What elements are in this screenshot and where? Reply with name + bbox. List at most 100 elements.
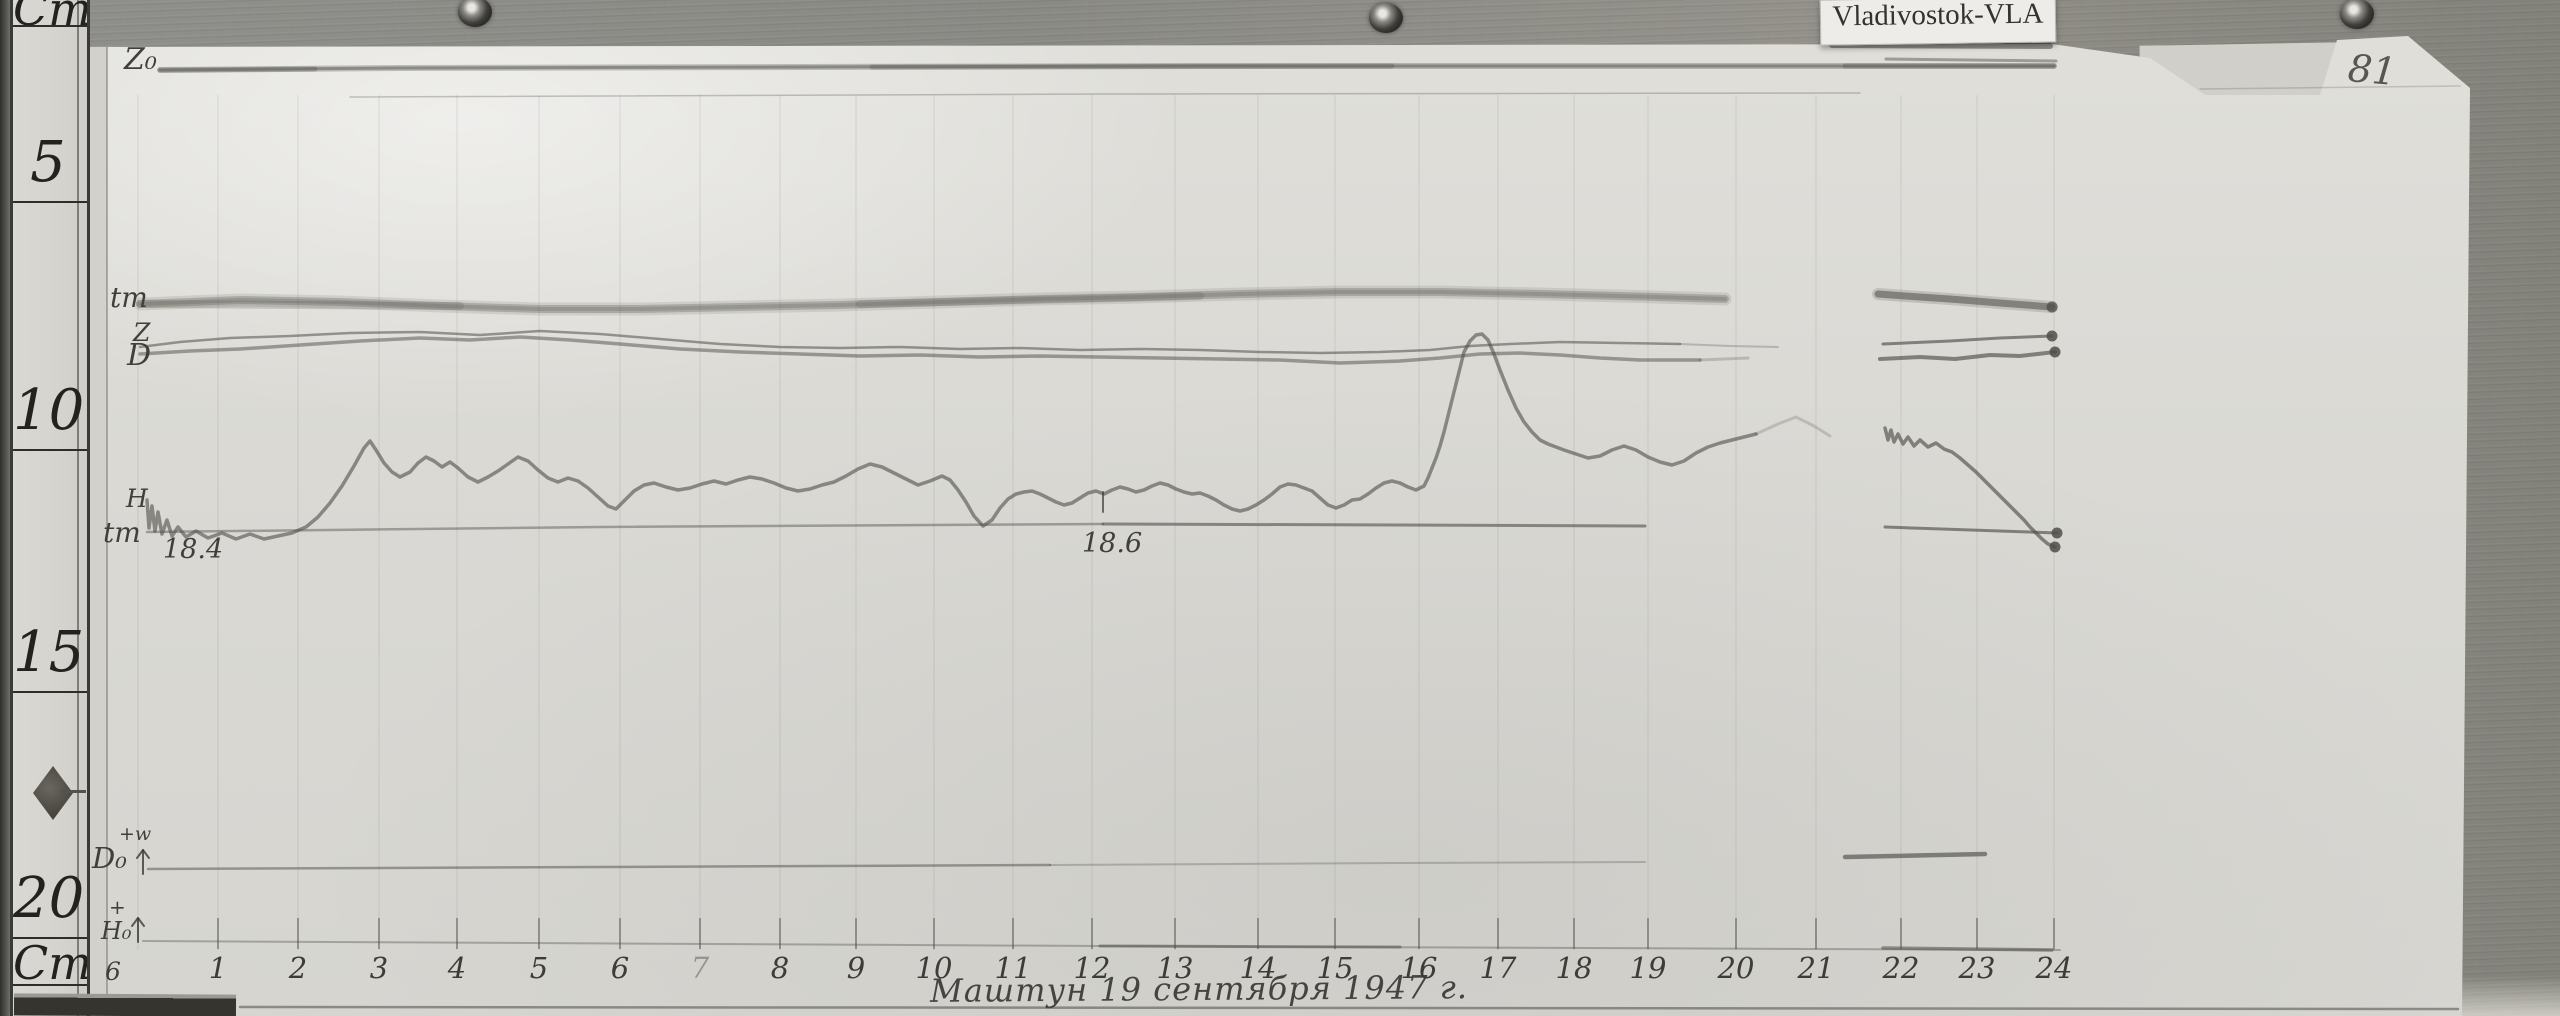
stroke-d-right	[1878, 350, 2057, 361]
stroke-end-blob	[2049, 541, 2061, 553]
ruler-number: 10	[13, 378, 85, 443]
trace-label-z: Z	[133, 318, 151, 347]
ruler-number: 15	[13, 620, 85, 685]
bottom-left-clip	[13, 993, 237, 1016]
trace-label-d0: D₀	[92, 841, 127, 875]
stroke-z-trace-fade	[1679, 343, 1779, 348]
stroke-end-blob	[2051, 527, 2063, 539]
trace-label-z0: Z₀	[124, 42, 157, 77]
hour-label: 15	[1316, 951, 1354, 985]
hour-label: 19	[1629, 951, 1667, 985]
ruler-cell-line	[13, 691, 87, 693]
stroke-d-trace-fade	[1698, 356, 1750, 362]
board-left-edge	[0, 0, 10, 1016]
screw-icon	[458, 0, 492, 27]
ruler-cell-line	[13, 25, 87, 27]
stroke-h0-dark-a	[1098, 944, 1402, 949]
baseline-value-18-6: 18.6	[1082, 528, 1143, 559]
stroke-h-baseline-right	[1883, 525, 2059, 535]
hour-label: 17	[1479, 951, 1517, 985]
hour-label: 10	[915, 951, 953, 985]
stroke-tm-dark-a	[136, 300, 464, 310]
stroke-corner-crease	[2199, 85, 2461, 90]
stroke-d0-baseline-dark	[1842, 851, 1988, 860]
cm-ruler-strip: Cm Cm 5 10 15 20	[10, 0, 90, 1016]
hour-label: 14	[1239, 951, 1277, 985]
screw-icon	[2340, 0, 2374, 29]
ruler-cell-line	[13, 449, 87, 451]
hour-label: 3	[369, 951, 389, 985]
ruler-number: 5	[30, 130, 66, 195]
hour-label: 4	[447, 951, 467, 985]
stroke-h-baseline-dark	[1101, 522, 1647, 528]
stroke-tm-dark-b	[856, 292, 1204, 308]
stroke-h-trace	[145, 332, 1758, 541]
stroke-tm-trace-core	[138, 290, 1727, 311]
stroke-tm-trace-soft	[133, 285, 1732, 316]
stroke-z0-baseline-soft	[157, 63, 2057, 73]
stroke-z0-dark-b	[869, 63, 1395, 70]
h0-direction-label: +	[109, 895, 126, 919]
stroke-tm-trace-mid	[136, 288, 1729, 313]
hour-label: 22	[1882, 951, 1920, 985]
stroke-tm-right	[1874, 290, 2056, 311]
hour-label: 6	[610, 951, 630, 985]
stroke-plate-shadow-b	[1884, 57, 2058, 63]
trace-label-d: D	[127, 338, 152, 373]
trace-label-h: H	[126, 484, 148, 513]
trace-label-tm-top: tm	[110, 281, 148, 314]
station-name-plate: Vladivostok-VLA	[1819, 0, 2057, 46]
hour-label: 11	[994, 951, 1032, 985]
d0-direction-label: +w	[119, 823, 152, 845]
ruler-cell-line	[13, 937, 87, 939]
ruler-inner-line	[77, 0, 79, 1016]
hour-label: 21	[1797, 951, 1835, 985]
trace-label-tm-bottom: tm	[103, 516, 141, 549]
ruler-unit-top: Cm	[13, 0, 90, 36]
screw-icon	[1369, 3, 1403, 33]
hour-label: 9	[846, 951, 866, 985]
ruler-cell-line	[13, 201, 87, 203]
wood-background-highlight	[2450, 976, 2560, 1016]
hour-label: 5	[529, 951, 549, 985]
ruler-cell-line	[13, 984, 87, 986]
hour-label: 2	[288, 951, 308, 985]
stroke-h-right	[1883, 426, 2057, 549]
corner-mark: 81	[2346, 45, 2399, 95]
stroke-z-right	[1881, 334, 2054, 346]
hour-label: 12	[1073, 951, 1111, 985]
stroke-h-trace-tail	[1754, 415, 1832, 438]
ruler-unit-bottom: Cm	[13, 936, 90, 990]
ruler-number: 20	[13, 866, 85, 931]
stroke-h0-arrow-head	[131, 917, 145, 927]
paper-left-edge-line	[106, 47, 108, 1016]
stroke-h0-dark-b	[1881, 946, 2054, 952]
stroke-d0-baseline-fade	[1049, 861, 1646, 866]
hour-label: 1	[208, 951, 228, 985]
stroke-z0-dark-a	[157, 66, 318, 73]
h0-number-label: 6	[105, 957, 121, 986]
hour-label: 13	[1156, 951, 1194, 985]
hour-label: 20	[1717, 951, 1755, 985]
stroke-d-trace	[138, 335, 1702, 365]
hour-label: 24	[2035, 951, 2073, 985]
stroke-d0-baseline	[146, 863, 1052, 871]
trace-label-h0: H₀	[101, 917, 132, 945]
stroke-z-trace	[138, 329, 1682, 355]
stroke-end-blob	[2046, 330, 2058, 342]
stroke-paper-bottom-edge	[238, 1005, 2460, 1011]
stroke-end-blob	[2049, 346, 2061, 358]
ruler-pointer-tail	[60, 790, 86, 793]
hour-label: 16	[1400, 951, 1438, 985]
hour-label: 23	[1958, 951, 1996, 985]
stroke-h-baseline	[145, 522, 1105, 534]
stroke-end-blob	[2046, 301, 2058, 313]
stroke-plate-shadow-a	[1829, 42, 2053, 49]
hour-label: 18	[1555, 951, 1593, 985]
hour-label: 8	[770, 951, 790, 985]
baseline-value-18-4: 18.4	[163, 534, 224, 565]
stroke-z0-baseline-core	[158, 64, 2056, 72]
hour-label: 7	[690, 951, 710, 985]
stroke-d0-arrow-head	[136, 849, 150, 859]
